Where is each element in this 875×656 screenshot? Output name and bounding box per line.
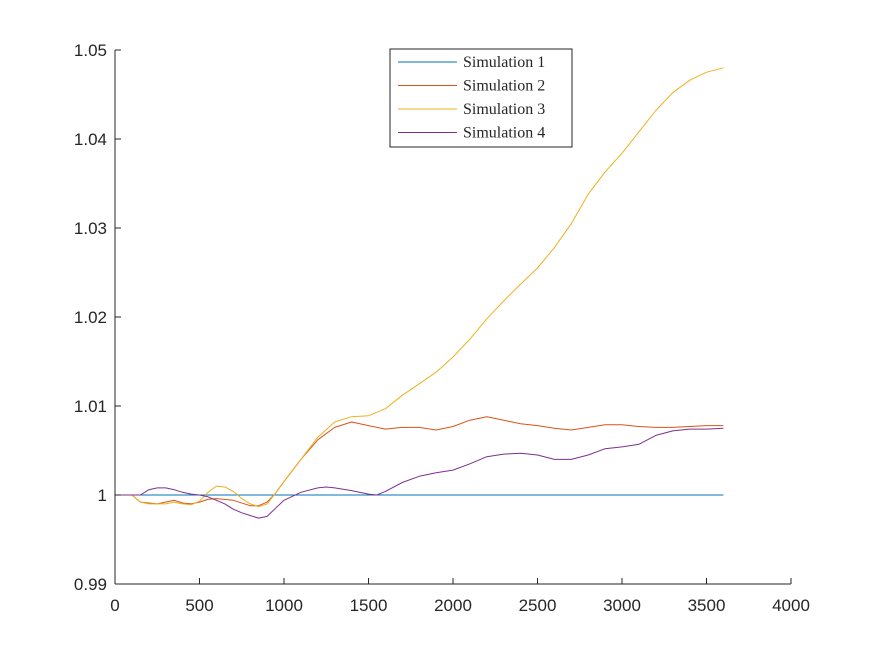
y-tick-label: 1.03 bbox=[74, 219, 107, 238]
series-line-2 bbox=[115, 416, 724, 507]
x-tick-label: 3000 bbox=[603, 596, 641, 615]
x-tick-label: 1500 bbox=[350, 596, 388, 615]
x-tick-label: 1000 bbox=[265, 596, 303, 615]
y-tick-label: 1.05 bbox=[74, 41, 107, 60]
series-line-3 bbox=[115, 67, 724, 508]
legend-label-2: Simulation 2 bbox=[463, 78, 545, 95]
y-tick-label: 1.01 bbox=[74, 397, 107, 416]
series-line-4 bbox=[115, 427, 724, 519]
y-tick-label: 0.99 bbox=[74, 575, 107, 594]
ticks: 0 500 1000 1500 2000 2500 3000 3500 4000 0.99 1 1.0… bbox=[74, 41, 810, 615]
series-layer bbox=[115, 67, 724, 519]
x-tick-label: 2500 bbox=[519, 596, 557, 615]
y-tick-label: 1 bbox=[98, 486, 107, 505]
legend-label-3: Simulation 3 bbox=[463, 101, 545, 118]
legend-box bbox=[389, 48, 573, 148]
x-tick-label: 3500 bbox=[688, 596, 726, 615]
legend-label-4: Simulation 4 bbox=[463, 125, 545, 142]
x-tick-label: 2000 bbox=[434, 596, 472, 615]
legend-label-1: Simulation 1 bbox=[463, 54, 545, 71]
y-tick-label: 1.04 bbox=[74, 130, 107, 149]
legend: Simulation 1 Simulation 2 Simulation 3 Simu… bbox=[389, 48, 573, 148]
x-tick-label: 0 bbox=[110, 596, 119, 615]
y-tick-label: 1.02 bbox=[74, 308, 107, 327]
x-tick-label: 4000 bbox=[772, 596, 810, 615]
x-tick-label: 500 bbox=[185, 596, 213, 615]
